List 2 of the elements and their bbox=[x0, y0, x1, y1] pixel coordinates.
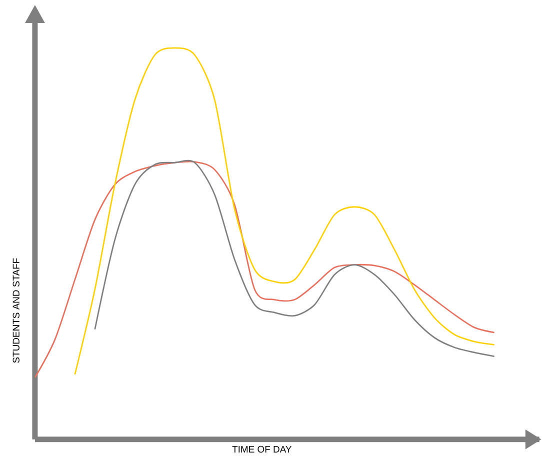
y-axis-title: STUDENTS AND STAFF bbox=[12, 258, 20, 363]
x-axis-title: TIME OF DAY bbox=[232, 446, 292, 452]
